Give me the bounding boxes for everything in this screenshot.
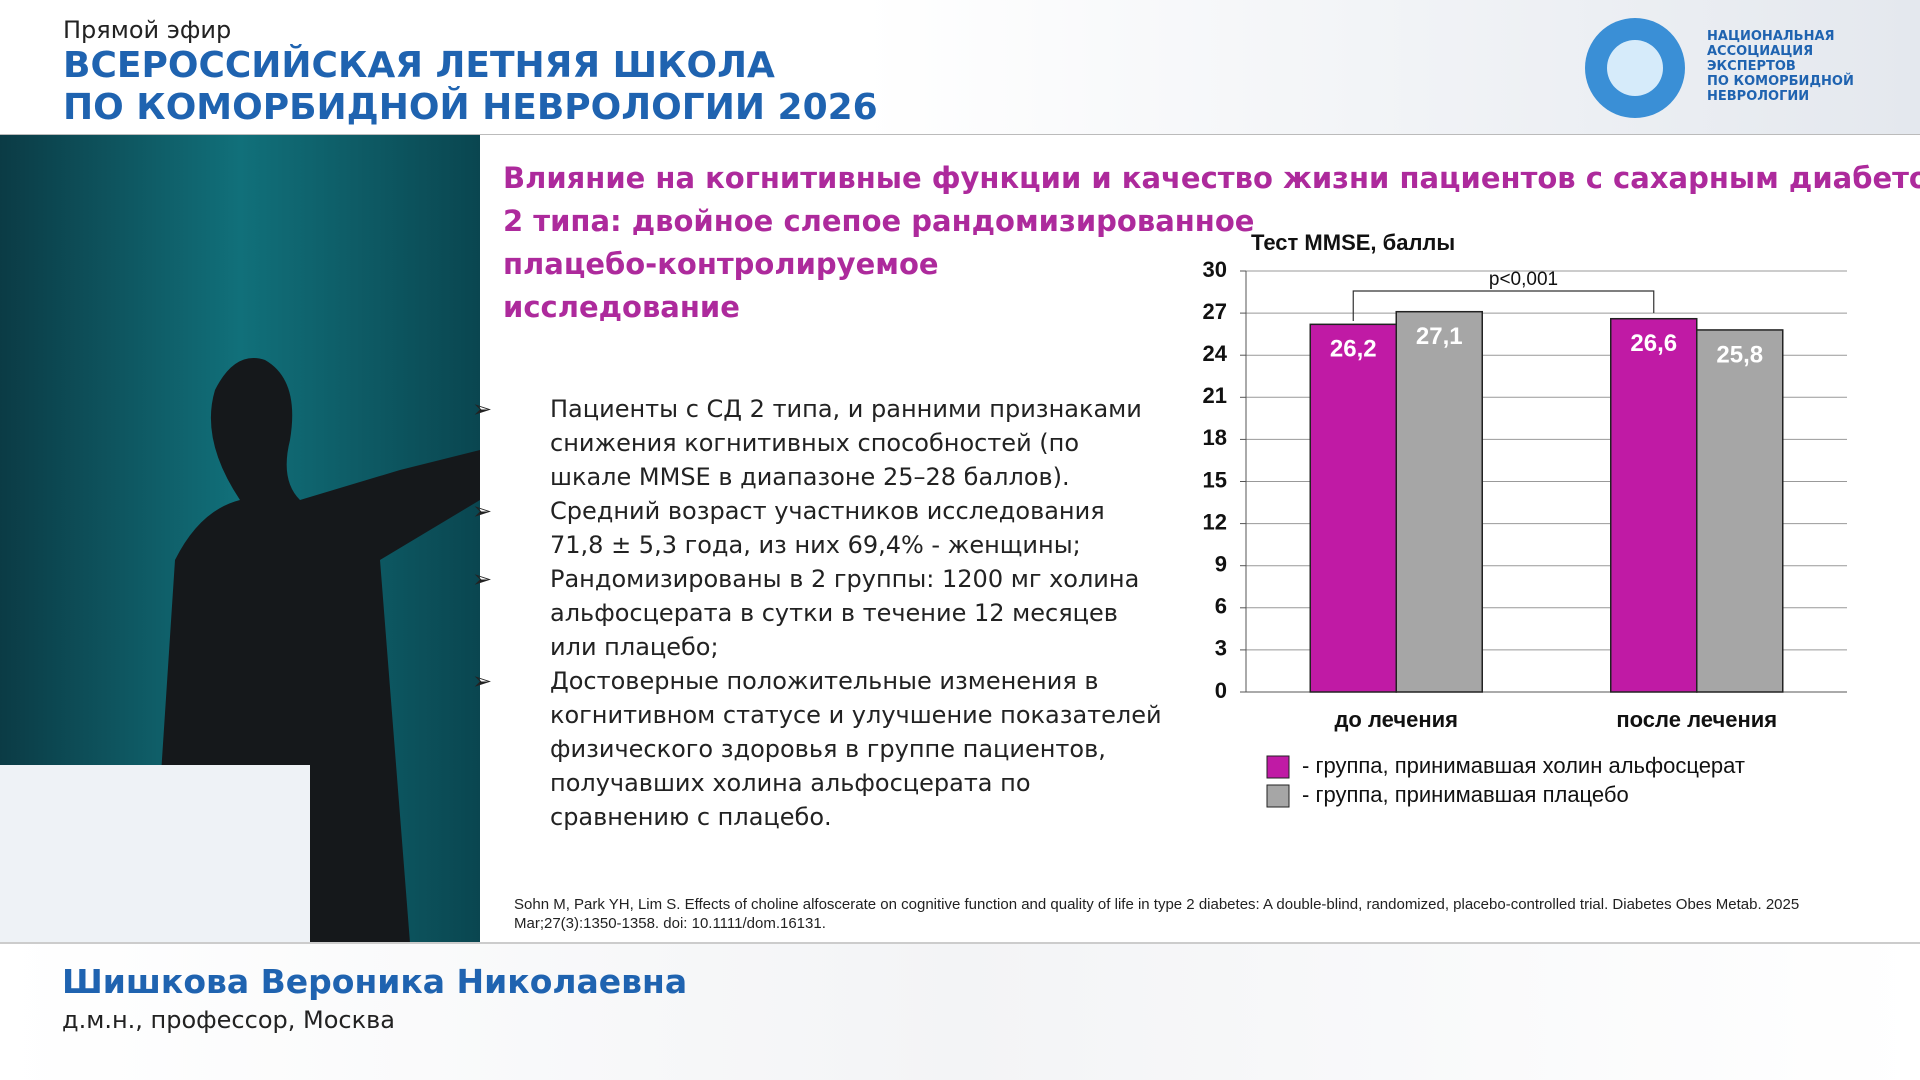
event-title-line: ПО КОМОРБИДНОЙ НЕВРОЛОГИИ 2026 xyxy=(63,87,878,128)
bullet: ➢ Рандомизированы в 2 группы: 1200 мг хол… xyxy=(472,562,1162,664)
y-tick-label: 0 xyxy=(1215,678,1227,703)
live-label: Прямой эфир xyxy=(63,16,232,44)
value-label: 26,6 xyxy=(1630,330,1677,357)
y-tick-label: 24 xyxy=(1203,341,1228,366)
logo-brain xyxy=(1607,40,1663,96)
value-label: 25,8 xyxy=(1716,341,1763,368)
y-tick-label: 30 xyxy=(1203,257,1227,282)
bullet-text: Рандомизированы в 2 группы: 1200 мг холи… xyxy=(550,565,1140,661)
logo-line: ЭКСПЕРТОВ xyxy=(1707,59,1796,74)
y-tick-label: 15 xyxy=(1203,467,1227,492)
y-tick-label: 27 xyxy=(1203,299,1227,324)
slide-title-line: плацебо-контролируемое xyxy=(503,247,939,281)
value-label: 26,2 xyxy=(1330,336,1377,363)
event-title: ВСЕРОССИЙСКАЯ ЛЕТНЯЯ ШКОЛА ПО КОМОРБИДНО… xyxy=(63,45,878,129)
bullet-text: Пациенты с СД 2 типа, и ранними признака… xyxy=(550,395,1142,491)
legend-label: - группа, принимавшая плацебо xyxy=(1302,782,1629,807)
event-title-line: ВСЕРОССИЙСКАЯ ЛЕТНЯЯ ШКОЛА xyxy=(63,45,775,86)
chart-title: Тест MMSE, баллы xyxy=(1251,230,1455,255)
annotation: p<0,001 xyxy=(1489,269,1558,290)
slide-title-line: исследование xyxy=(503,290,740,324)
y-tick-label: 18 xyxy=(1203,425,1227,450)
logo-line: ПО КОМОРБИДНОЙ xyxy=(1707,74,1854,89)
bullet: ➢ Пациенты с СД 2 типа, и ранними признак… xyxy=(472,392,1162,494)
y-tick-label: 21 xyxy=(1203,383,1227,408)
logo-line: НАЦИОНАЛЬНАЯ xyxy=(1707,29,1835,44)
bar xyxy=(1309,323,1397,693)
bullet: ➢ Достоверные положительные изменения в к… xyxy=(472,664,1162,834)
value-label: 27,1 xyxy=(1416,323,1463,350)
legend-label: - группа, принимавшая холин альфосцерат xyxy=(1302,753,1745,778)
bar xyxy=(1610,317,1698,693)
x-tick-label: после лечения xyxy=(1616,707,1777,732)
podium xyxy=(0,765,310,943)
x-tick-label: до лечения xyxy=(1334,707,1458,732)
bullet-text: Достоверные положительные изменения в ко… xyxy=(550,667,1162,831)
citation: Sohn M, Park YH, Lim S. Effects of choli… xyxy=(514,896,1800,932)
logo-text: НАЦИОНАЛЬНАЯ АССОЦИАЦИЯ ЭКСПЕРТОВ ПО КОМ… xyxy=(1707,29,1854,104)
bullet: ➢ Средний возраст участников исследования… xyxy=(472,494,1162,562)
slide-title-line: 2 типа: двойное слепое рандомизированное xyxy=(503,204,1255,238)
legend-swatch xyxy=(1266,755,1290,779)
significance-bracket xyxy=(1352,290,1655,321)
y-tick-label: 12 xyxy=(1203,509,1227,534)
speaker-name: Шишкова Вероника Николаевна xyxy=(62,962,688,1001)
logo-line: НЕВРОЛОГИИ xyxy=(1707,89,1810,104)
y-tick-label: 6 xyxy=(1215,594,1227,619)
logo-line: АССОЦИАЦИЯ xyxy=(1707,44,1814,59)
y-tick-label: 9 xyxy=(1215,552,1227,577)
slide-title-line: Влияние на когнитивные функции и качеств… xyxy=(503,161,1920,195)
y-tick-label: 3 xyxy=(1215,636,1227,661)
bar xyxy=(1395,310,1483,693)
bar xyxy=(1696,329,1784,693)
bullet-text: Средний возраст участников исследования … xyxy=(550,497,1105,559)
legend-swatch xyxy=(1266,784,1290,808)
speaker-role: д.м.н., профессор, Москва xyxy=(62,1006,395,1034)
footer-band xyxy=(0,943,1920,1080)
slide-title: Влияние на когнитивные функции и качеств… xyxy=(503,157,1920,329)
